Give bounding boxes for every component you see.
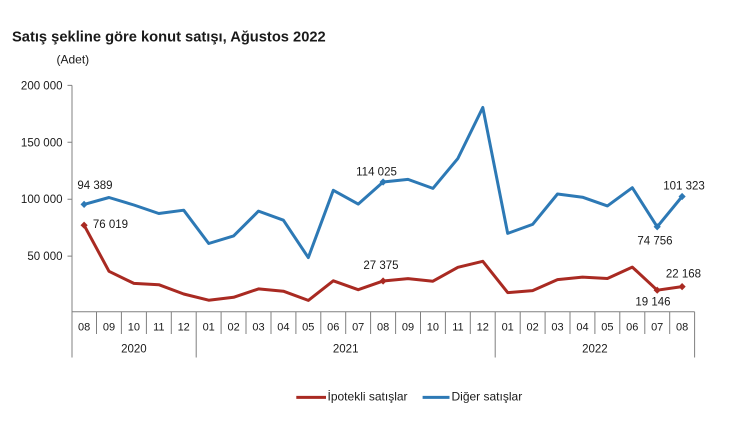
svg-text:08: 08 — [78, 322, 90, 334]
svg-text:101 323: 101 323 — [663, 180, 705, 192]
svg-text:10: 10 — [427, 322, 439, 334]
svg-text:12: 12 — [178, 322, 190, 334]
svg-text:08: 08 — [676, 322, 688, 334]
svg-text:50 000: 50 000 — [27, 251, 62, 263]
svg-text:05: 05 — [302, 322, 314, 334]
svg-text:2021: 2021 — [333, 344, 359, 356]
svg-text:100 000: 100 000 — [21, 194, 63, 206]
svg-text:Satış şekline göre konut satış: Satış şekline göre konut satışı, Ağustos… — [12, 29, 326, 45]
svg-text:06: 06 — [626, 322, 638, 334]
svg-text:01: 01 — [502, 322, 514, 334]
svg-text:03: 03 — [252, 322, 264, 334]
svg-text:09: 09 — [402, 322, 414, 334]
svg-text:07: 07 — [352, 322, 364, 334]
svg-text:05: 05 — [601, 322, 613, 334]
svg-text:07: 07 — [651, 322, 663, 334]
svg-text:12: 12 — [477, 322, 489, 334]
svg-text:01: 01 — [203, 322, 215, 334]
svg-text:74 756: 74 756 — [637, 235, 672, 247]
svg-text:76 019: 76 019 — [93, 219, 128, 231]
svg-text:200 000: 200 000 — [21, 80, 63, 92]
svg-text:2022: 2022 — [582, 344, 608, 356]
svg-text:03: 03 — [551, 322, 563, 334]
svg-text:(Adet): (Adet) — [57, 53, 90, 67]
svg-text:11: 11 — [153, 322, 164, 334]
svg-text:2020: 2020 — [121, 344, 147, 356]
svg-text:94 389: 94 389 — [77, 180, 112, 192]
svg-text:11: 11 — [452, 322, 463, 334]
svg-text:02: 02 — [227, 322, 239, 334]
svg-text:114 025: 114 025 — [356, 166, 397, 178]
svg-text:04: 04 — [277, 322, 289, 334]
svg-text:Diğer satışlar: Diğer satışlar — [452, 390, 523, 404]
svg-text:10: 10 — [128, 322, 140, 334]
svg-text:22 168: 22 168 — [666, 268, 701, 280]
svg-text:08: 08 — [377, 322, 389, 334]
svg-text:İpotekli satışlar: İpotekli satışlar — [328, 390, 408, 404]
svg-text:04: 04 — [576, 322, 588, 334]
svg-text:27 375: 27 375 — [363, 260, 398, 272]
svg-text:06: 06 — [327, 322, 339, 334]
svg-text:19 146: 19 146 — [635, 296, 670, 308]
svg-text:09: 09 — [103, 322, 115, 334]
svg-text:150 000: 150 000 — [21, 137, 63, 149]
svg-text:02: 02 — [526, 322, 538, 334]
